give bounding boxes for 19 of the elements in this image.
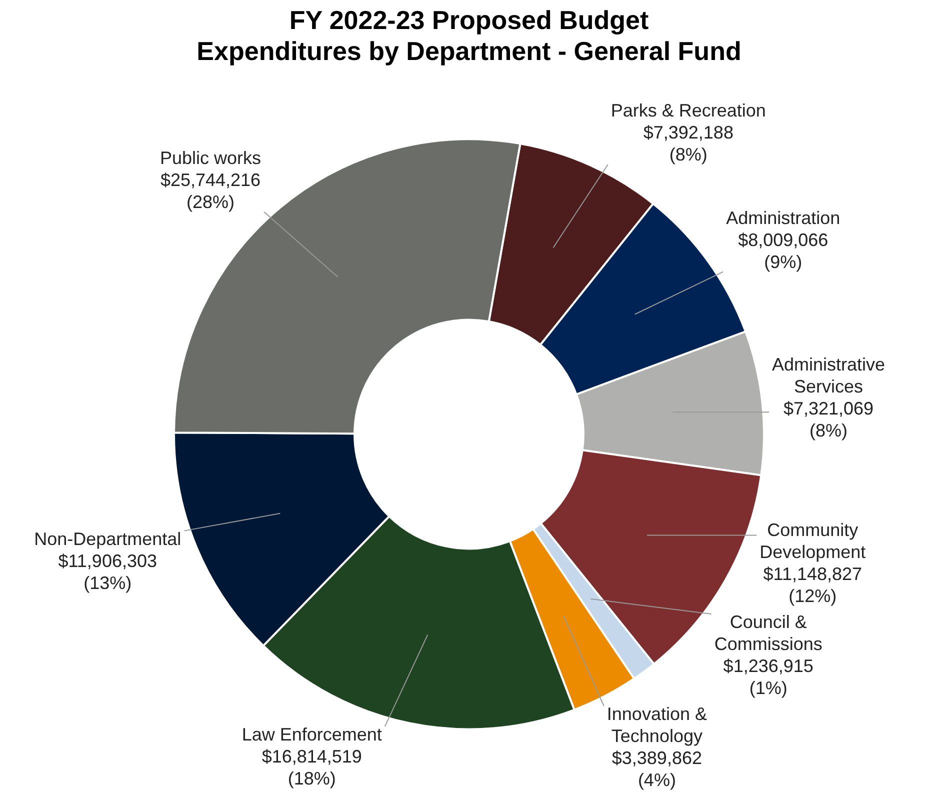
slice-label: Public works [160,148,262,168]
data-label: $11,906,303 (13%) [58,550,157,593]
data-label: $7,392,188 (8%) [643,122,734,164]
data-label: $7,321,069 (8%) [783,398,874,441]
data-label: $8,009,066 (9%) [738,230,828,272]
chart-title: FY 2022-23 Proposed Budget Expenditures by Department - General Fund [196,4,742,66]
slice-label: Innovation & Technology [606,704,707,746]
data-label: $25,744,216 (28%) [160,170,261,212]
slice-label: Law Enforcement [242,724,382,744]
data-label: $1,236,915 (1%) [723,656,814,698]
slice-label: Parks & Recreation [610,100,766,120]
slice-label: Non-Departmental [34,528,182,549]
slice-label: Community Development [760,520,866,562]
data-label: $3,389,862 (4%) [612,748,702,790]
data-label: $16,814,519 (18%) [262,746,362,788]
slice-label: Administration [726,208,840,228]
data-label: $11,148,827 (12%) [763,564,862,606]
slice-label: Council & Commissions [714,612,822,654]
slice-label: Administrative Services [772,354,886,397]
